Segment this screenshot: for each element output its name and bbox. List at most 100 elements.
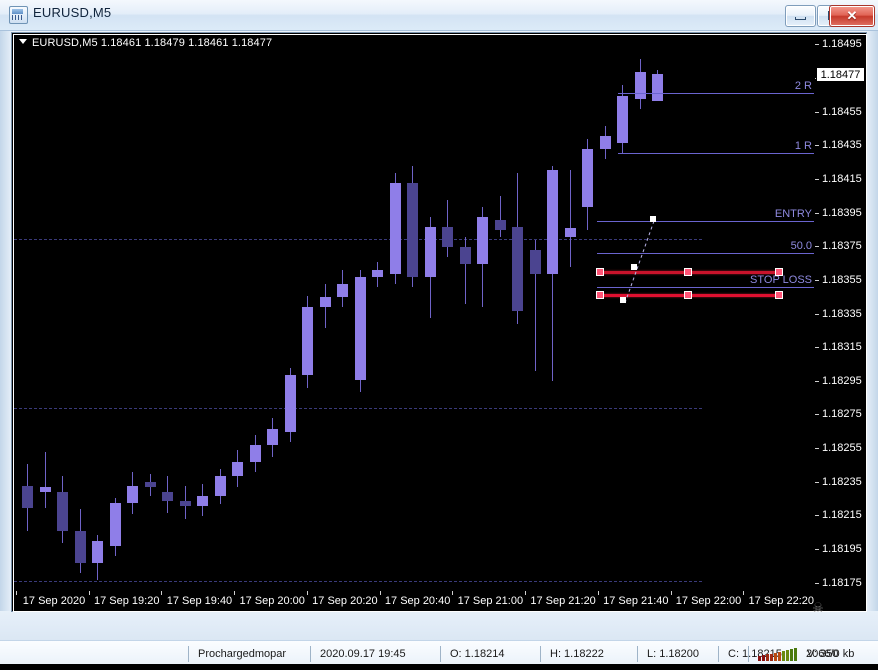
price-axis-label: 1.18335 bbox=[822, 307, 862, 320]
time-tick bbox=[234, 591, 236, 595]
status-high: H: 1.18222 bbox=[540, 646, 604, 662]
candle-body bbox=[39, 487, 51, 493]
level-label-50.0: 50.0 bbox=[790, 240, 812, 252]
order-line-handle[interactable] bbox=[596, 268, 604, 276]
candle-body bbox=[494, 220, 506, 231]
status-open: O: 1.18214 bbox=[440, 646, 504, 662]
time-axis-label: 17 Sep 20:00 bbox=[239, 595, 305, 607]
candle-body bbox=[249, 445, 261, 463]
candle-body bbox=[529, 250, 541, 274]
candle-body bbox=[389, 183, 401, 274]
level-line-entry[interactable] bbox=[597, 221, 814, 222]
price-tick bbox=[815, 414, 819, 416]
price-axis-label: 1.18195 bbox=[822, 542, 862, 555]
order-line-handle[interactable] bbox=[775, 291, 783, 299]
price-tick bbox=[815, 582, 819, 584]
time-tick bbox=[88, 591, 90, 595]
status-datetime: 2020.09.17 19:45 bbox=[310, 646, 406, 662]
candle-body bbox=[284, 374, 296, 432]
window-left-edge bbox=[0, 30, 12, 640]
level-line-50.0[interactable] bbox=[597, 253, 814, 254]
candle-body bbox=[319, 297, 331, 308]
price-tick bbox=[815, 548, 819, 550]
signal-bar bbox=[770, 654, 773, 661]
status-separator bbox=[748, 646, 749, 662]
grid-line bbox=[14, 581, 702, 582]
order-line-handle[interactable] bbox=[775, 268, 783, 276]
status-bar-strip bbox=[0, 664, 878, 670]
skull-icon: ☠ bbox=[812, 600, 824, 615]
candle-wick bbox=[499, 196, 501, 237]
time-axis[interactable]: 17 Sep 2020 17 Sep 19:20 17 Sep 19:40 17 Se… bbox=[14, 591, 814, 611]
candle-body bbox=[267, 428, 278, 446]
candle-body bbox=[144, 482, 156, 488]
time-axis-label: 17 Sep 2020 bbox=[22, 595, 86, 607]
price-tick bbox=[815, 515, 819, 517]
time-axis-label: 17 Sep 20:20 bbox=[312, 595, 378, 607]
price-tick bbox=[815, 178, 819, 180]
time-tick bbox=[306, 591, 308, 595]
candle-body bbox=[109, 502, 121, 547]
level-line-stop-loss[interactable] bbox=[597, 287, 814, 288]
price-axis-label: 1.18415 bbox=[822, 172, 862, 185]
status-low: L: 1.18200 bbox=[637, 646, 699, 662]
candle-body bbox=[599, 135, 611, 150]
time-axis-label: 17 Sep 20:40 bbox=[384, 595, 451, 607]
window-right-edge bbox=[866, 30, 878, 640]
grid-line bbox=[14, 239, 702, 240]
status-volume: V: 350 bbox=[807, 648, 839, 660]
candle-body bbox=[197, 495, 208, 506]
chart-plot-area[interactable]: 2 R 1 R ENTRY 50.0 STOP LOSS bbox=[14, 35, 814, 590]
minimize-button[interactable] bbox=[785, 5, 816, 27]
grid-line bbox=[14, 408, 702, 409]
level-label-1-r: 1 R bbox=[794, 140, 812, 152]
candle-body bbox=[22, 485, 33, 508]
candle-wick bbox=[552, 166, 553, 382]
candle-body bbox=[617, 95, 628, 143]
candle-body bbox=[582, 149, 593, 207]
order-line-handle[interactable] bbox=[684, 268, 692, 276]
price-tick bbox=[815, 44, 819, 46]
price-axis-label: 1.18375 bbox=[822, 240, 862, 253]
candle-body bbox=[512, 226, 523, 311]
time-tick bbox=[379, 591, 381, 595]
price-axis-label: 1.18355 bbox=[822, 273, 862, 286]
level-line-1-r[interactable] bbox=[618, 153, 814, 154]
candle-wick bbox=[569, 169, 571, 268]
status-traffic: 2066/0 kb bbox=[806, 648, 855, 660]
time-axis-label: 17 Sep 19:20 bbox=[93, 595, 160, 607]
time-tick bbox=[452, 591, 454, 595]
time-axis-label: 17 Sep 19:40 bbox=[166, 595, 233, 607]
level-line-2-r[interactable] bbox=[618, 93, 814, 94]
chevron-down-icon[interactable] bbox=[19, 39, 27, 44]
candle-body bbox=[477, 216, 488, 264]
close-button[interactable]: ✕ bbox=[829, 5, 875, 27]
candle-wick bbox=[464, 236, 466, 305]
candle-body bbox=[232, 462, 243, 476]
order-line-handle[interactable] bbox=[596, 291, 604, 299]
signal-bar bbox=[790, 649, 793, 661]
price-tick bbox=[815, 481, 819, 483]
price-tick bbox=[815, 145, 819, 147]
level-label-2-r: 2 R bbox=[794, 80, 812, 92]
signal-bar bbox=[758, 656, 761, 661]
time-tick bbox=[16, 591, 17, 595]
title-bar: EURUSD,M5 ✕ bbox=[0, 0, 878, 31]
time-tick bbox=[525, 591, 527, 595]
candle-body bbox=[92, 541, 103, 564]
candle-body bbox=[179, 500, 191, 506]
candle-body bbox=[372, 270, 383, 278]
order-line-handle[interactable] bbox=[684, 291, 692, 299]
signal-bar bbox=[766, 654, 769, 661]
candle-body bbox=[127, 485, 138, 503]
price-axis-label: 1.18495 bbox=[822, 38, 862, 51]
candle-body bbox=[57, 492, 68, 532]
price-axis-label: 1.18235 bbox=[822, 475, 862, 488]
chart-header: EURUSD,M5 1.18461 1.18479 1.18461 1.1847… bbox=[19, 37, 272, 49]
price-axis-label: 1.18315 bbox=[822, 341, 862, 354]
price-axis[interactable]: 1.184951.184751.184551.184351.184151.183… bbox=[815, 35, 866, 611]
price-tick bbox=[815, 212, 819, 214]
price-tick bbox=[815, 448, 819, 450]
